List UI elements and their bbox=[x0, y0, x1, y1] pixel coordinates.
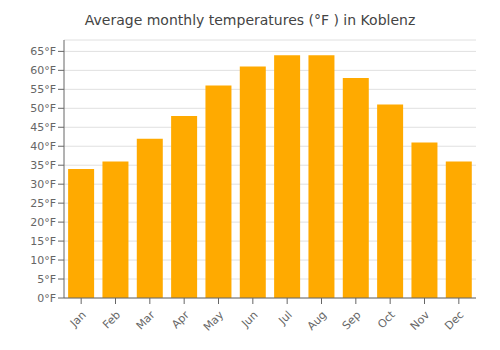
svg-text:5°F: 5°F bbox=[37, 273, 56, 286]
svg-text:10°F: 10°F bbox=[30, 254, 56, 267]
svg-text:Jan: Jan bbox=[67, 308, 89, 330]
html-text:Average monthly temperatures (: Average monthly temperatures (°F ) in Ko… bbox=[84, 12, 416, 28]
svg-text:50°F: 50°F bbox=[30, 102, 56, 115]
svg-text:Oct: Oct bbox=[375, 308, 398, 331]
svg-text:0°F: 0°F bbox=[37, 292, 56, 305]
svg-text:Jun: Jun bbox=[238, 308, 260, 330]
svg-text:Sep: Sep bbox=[340, 308, 364, 332]
svg-text:Feb: Feb bbox=[100, 308, 123, 331]
svg-text:20°F: 20°F bbox=[30, 216, 56, 229]
svg-text:Aug: Aug bbox=[305, 308, 329, 332]
svg-text:Apr: Apr bbox=[169, 308, 192, 331]
svg-text:May: May bbox=[201, 308, 227, 334]
svg-text:Dec: Dec bbox=[442, 308, 466, 332]
svg-text:15°F: 15°F bbox=[30, 235, 56, 248]
svg-text:45°F: 45°F bbox=[30, 121, 56, 134]
svg-text:65°F: 65°F bbox=[30, 45, 56, 58]
svg-text:60°F: 60°F bbox=[30, 64, 56, 77]
svg-text:Nov: Nov bbox=[408, 308, 433, 333]
svg-text:30°F: 30°F bbox=[30, 178, 56, 191]
svg-text:25°F: 25°F bbox=[30, 197, 56, 210]
svg-text:35°F: 35°F bbox=[30, 159, 56, 172]
svg-text:Mar: Mar bbox=[134, 308, 158, 332]
svg-text:55°F: 55°F bbox=[30, 83, 56, 96]
svg-text:Jul: Jul bbox=[276, 308, 295, 327]
svg-text:40°F: 40°F bbox=[30, 140, 56, 153]
